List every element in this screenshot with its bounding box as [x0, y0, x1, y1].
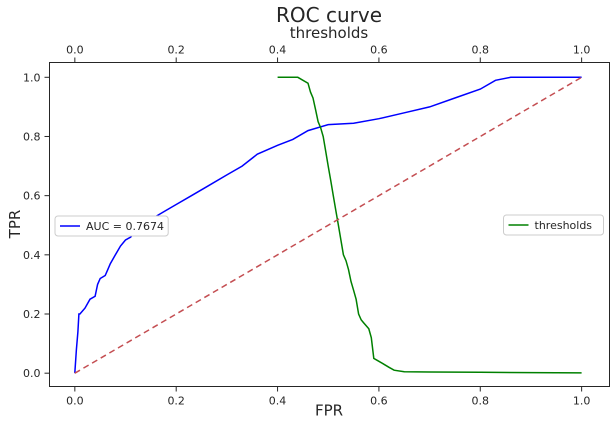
x2-tick-label: 0.8: [472, 44, 490, 57]
x-tick-label: 0.4: [269, 395, 287, 408]
roc-line: [74, 76, 582, 374]
legend-label: AUC = 0.7674: [86, 220, 164, 233]
legend-center-left: AUC = 0.7674: [54, 215, 169, 237]
x-tick-label: 0.0: [66, 395, 84, 408]
x-tick-label: 0.8: [472, 395, 490, 408]
legend-label: thresholds: [535, 219, 593, 232]
x2-tick-label: 0.4: [269, 44, 287, 57]
y-axis-title: TPR: [6, 210, 24, 240]
thresholds-line: [277, 76, 582, 374]
x-tick-label: 0.6: [370, 395, 388, 408]
tick-layer: 0.0 0.2 0.4 0.6 0.8 1.0 0.0 0.2 0.4 0.6 0.8 1.0 0.0 0…: [23, 44, 590, 408]
plot-frame: [49, 62, 610, 387]
y-tick-label: 0.4: [23, 249, 41, 262]
legend-box: [54, 215, 169, 237]
x2-tick-label: 0.0: [66, 44, 84, 57]
y-tick-label: 0.2: [23, 308, 41, 321]
x2-tick-label: 0.6: [370, 44, 388, 57]
x2-tick-label: 0.2: [167, 44, 185, 57]
diagonal-reference-line: [74, 76, 582, 374]
x2-tick-label: 1.0: [573, 44, 591, 57]
y-tick-label: 0.8: [23, 130, 41, 143]
legend-center-right: thresholds: [503, 214, 604, 236]
chart-title: ROC curve: [276, 3, 382, 27]
x2-axis-title: thresholds: [290, 24, 369, 42]
x-axis-title: FPR: [315, 402, 343, 420]
y-tick-label: 0.0: [23, 367, 41, 380]
x-tick-label: 1.0: [573, 395, 591, 408]
legend-box: [503, 214, 604, 236]
x-tick-label: 0.2: [167, 395, 185, 408]
series-layer: [74, 76, 582, 374]
y-tick-label: 0.6: [23, 190, 41, 203]
legend-layer: AUC = 0.7674 thresholds: [54, 214, 604, 237]
y-tick-label: 1.0: [23, 71, 41, 84]
